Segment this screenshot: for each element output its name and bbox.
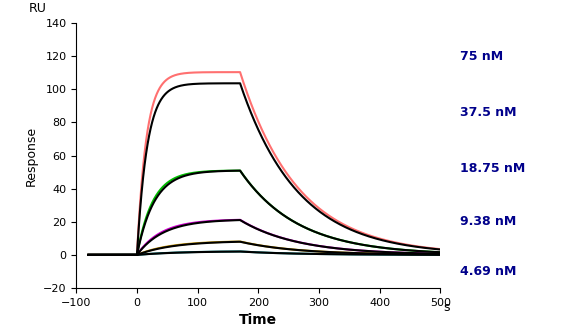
Text: s: s (443, 301, 450, 314)
Text: 37.5 nM: 37.5 nM (460, 106, 517, 119)
Text: 9.38 nM: 9.38 nM (460, 215, 517, 228)
Text: 75 nM: 75 nM (460, 50, 503, 63)
Text: RU: RU (29, 2, 47, 15)
Text: 4.69 nM: 4.69 nM (460, 265, 517, 278)
X-axis label: Time: Time (239, 313, 277, 327)
Y-axis label: Response: Response (25, 125, 38, 186)
Text: 18.75 nM: 18.75 nM (460, 162, 525, 175)
